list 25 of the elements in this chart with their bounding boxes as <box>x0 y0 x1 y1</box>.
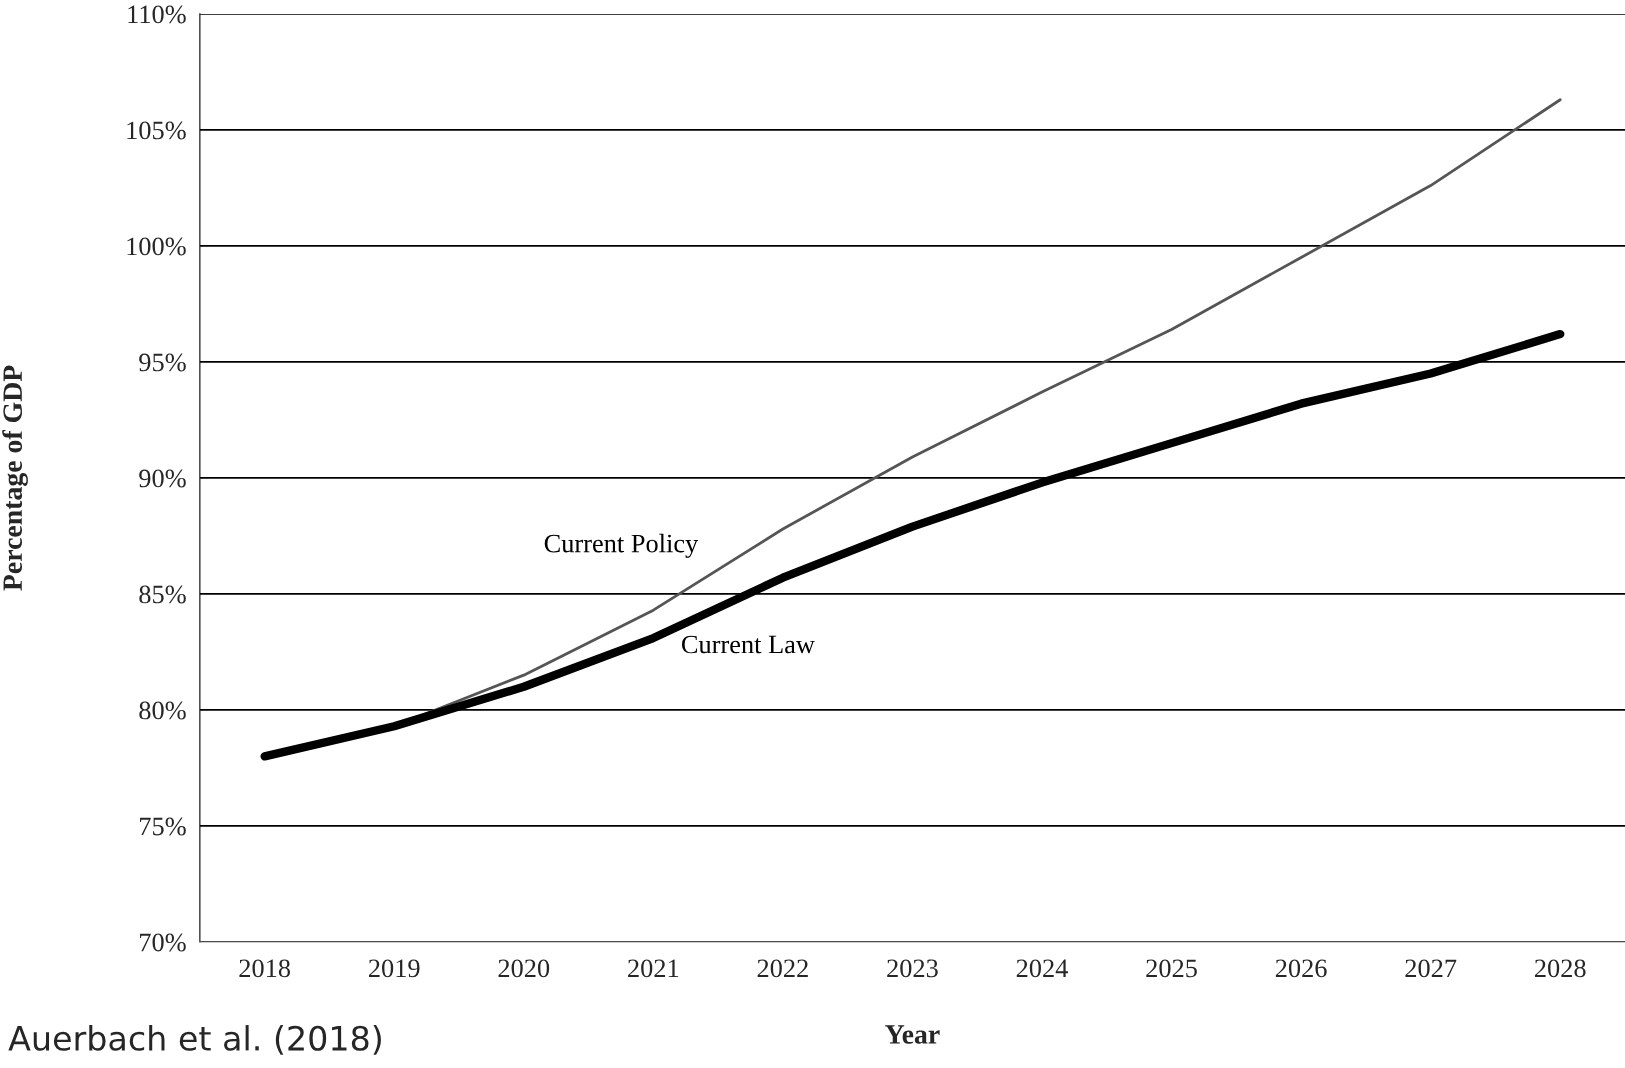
x-tick-label: 2024 <box>1016 959 1068 978</box>
x-tick-label: 2028 <box>1534 959 1586 978</box>
x-tick-label: 2020 <box>498 959 550 978</box>
y-tick-label: 70% <box>140 933 186 952</box>
x-tick-label: 2018 <box>239 959 291 978</box>
y-tick-label: 105% <box>127 121 186 140</box>
y-tick-label: 80% <box>139 701 186 720</box>
x-tick-label: 2027 <box>1405 959 1457 978</box>
y-axis-title: Percentage of GDP <box>2 365 28 591</box>
x-axis-title: Year <box>885 1025 940 1044</box>
x-tick-label: 2026 <box>1275 959 1327 978</box>
y-tick-label: 110% <box>128 5 186 24</box>
x-tick-label: 2025 <box>1146 959 1197 978</box>
x-tick-label: 2019 <box>368 959 420 978</box>
x-tick-label: 2022 <box>757 959 808 978</box>
y-tick-label: 95% <box>139 353 186 372</box>
series-label: Current Law <box>681 635 815 654</box>
x-tick-label: 2023 <box>887 959 938 978</box>
y-tick-label: 90% <box>139 469 186 488</box>
x-tick-label: 2021 <box>628 959 679 978</box>
text: Auerbach et al. (2018) <box>8 1025 381 1055</box>
y-tick-label: 75% <box>140 817 186 836</box>
y-tick-label: 85% <box>139 585 186 604</box>
y-tick-label: 100% <box>127 237 186 256</box>
series-label: Current Policy <box>544 533 699 558</box>
